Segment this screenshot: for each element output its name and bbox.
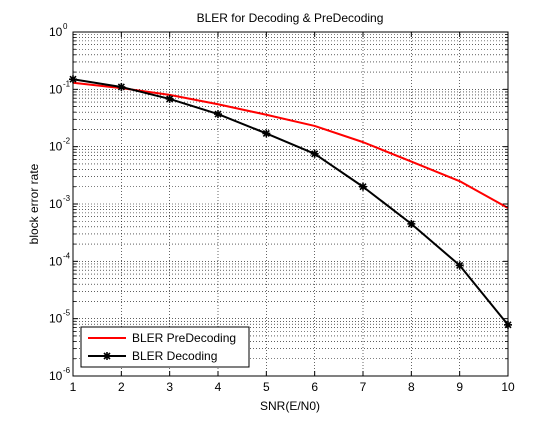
- x-tick-label: 8: [408, 380, 415, 394]
- data-point-marker: [310, 149, 319, 158]
- legend-marker-stroke: [104, 353, 110, 359]
- marker-stroke: [409, 221, 414, 227]
- data-point-marker: [214, 110, 222, 119]
- x-tick-label: 3: [166, 380, 173, 394]
- x-tick-label: 9: [456, 380, 463, 394]
- legend-label-predecoding: BLER PreDecoding: [132, 331, 236, 345]
- marker-stroke: [312, 151, 317, 157]
- y-tick-label: 10: [49, 82, 63, 96]
- x-tick-label: 7: [360, 380, 367, 394]
- series-line-decoding: [72, 78, 509, 326]
- chart-title: BLER for Decoding & PreDecoding: [197, 11, 384, 25]
- y-tick-label: 10: [49, 197, 63, 211]
- x-tick-label: 1: [70, 380, 77, 394]
- legend-box: [80, 326, 250, 368]
- marker-stroke: [119, 84, 124, 90]
- y-tick-label: 10: [49, 140, 63, 154]
- data-point-marker: [407, 219, 416, 228]
- data-point-marker: [359, 182, 367, 191]
- marker-stroke: [264, 131, 269, 136]
- marker-stroke: [215, 111, 221, 117]
- x-tick-label: 4: [215, 380, 222, 394]
- y-tick-exponent: 0: [63, 22, 68, 31]
- marker-stroke: [457, 263, 462, 268]
- data-point-marker: [262, 129, 271, 138]
- y-axis-label: block error rate: [27, 163, 41, 244]
- marker-stroke: [167, 96, 172, 102]
- y-tick-exponent: -5: [63, 309, 71, 318]
- y-tick-exponent: -2: [63, 137, 71, 146]
- x-tick-label: 10: [501, 380, 515, 394]
- y-tick-label: 10: [49, 25, 63, 39]
- data-point-marker: [165, 94, 174, 103]
- data-point-marker: [455, 261, 464, 270]
- x-tick-label: 6: [311, 380, 318, 394]
- y-tick-exponent: -3: [63, 194, 71, 203]
- x-axis-label: SNR(E/N0): [260, 399, 320, 413]
- legend-marker-decoding: [103, 352, 111, 360]
- x-tick-label: 5: [263, 380, 270, 394]
- y-tick-label: 10: [49, 312, 63, 326]
- y-tick-label: 10: [49, 254, 63, 268]
- y-tick-exponent: -4: [63, 251, 71, 260]
- y-tick-label: 10: [49, 369, 63, 383]
- y-tick-exponent: -6: [63, 366, 71, 375]
- legend-label-decoding: BLER Decoding: [132, 349, 217, 363]
- data-point-marker: [117, 82, 126, 91]
- y-tick-exponent: -1: [63, 79, 71, 88]
- x-tick-label: 2: [118, 380, 125, 394]
- series-line-predecoding: [72, 81, 509, 209]
- legend: BLER PreDecoding BLER Decoding: [80, 326, 250, 368]
- marker-stroke: [360, 184, 366, 189]
